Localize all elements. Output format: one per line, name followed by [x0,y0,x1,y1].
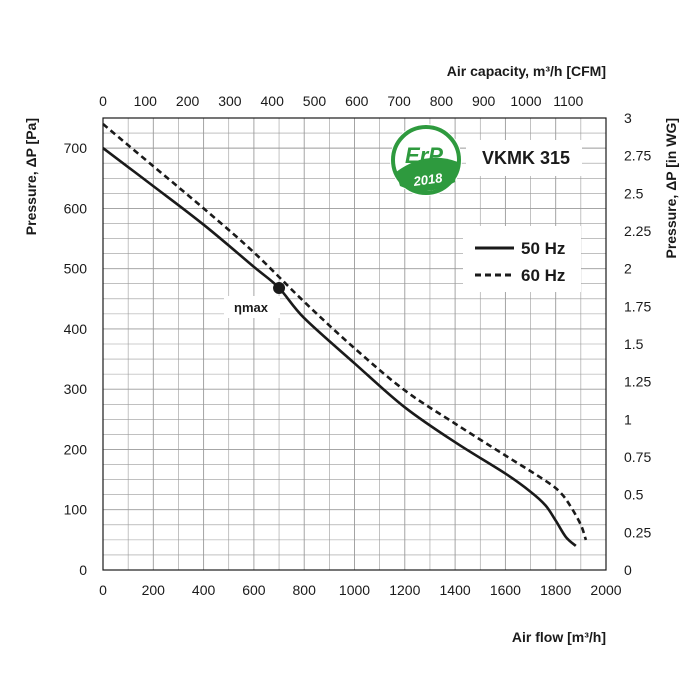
y2-tick-label: 2.25 [624,223,651,239]
y2-tick-label: 3 [624,110,632,126]
eta-max-marker [273,281,286,294]
series-line-50hz [102,147,577,547]
x-axis-title: Air flow [m³/h] [512,629,606,645]
y-axis-title: Pressure, ΔP [Pa] [23,118,39,235]
y2-tick-label: 0 [624,562,632,578]
x-tick-label: 1000 [339,582,370,598]
top-tick-label: 700 [387,93,411,109]
y2-tick-label: 0.25 [624,524,651,540]
erp-badge-year: 2018 [412,170,444,189]
top-tick-label: 200 [176,93,200,109]
top-tick-label: 900 [472,93,496,109]
y-tick-label: 300 [64,381,88,397]
top-tick-label: 0 [99,93,107,109]
y-tick-label: 500 [64,261,88,277]
eta-max-label-box [224,296,280,318]
top-tick-label: 100 [134,93,158,109]
y2-axis-ticks: 0 0.25 0.5 0.75 1 1.25 1.5 1.75 2 2.25 2.5 2.75 3 [624,110,651,578]
plot-frame [102,117,607,571]
y2-tick-label: 1.75 [624,298,651,314]
top-tick-label: 1000 [510,93,541,109]
y2-tick-label: 0.5 [624,487,644,503]
top-axis-ticks: 0 100 200 300 400 500 600 700 800 900 1000 1100 [99,93,583,109]
y2-tick-label: 2.5 [624,185,644,201]
y-tick-label: 200 [64,441,88,457]
grid [102,117,607,571]
top-tick-label: 400 [261,93,285,109]
x-tick-label: 1800 [540,582,571,598]
x-tick-label: 1400 [440,582,471,598]
top-tick-label: 600 [345,93,369,109]
series-line-60hz [102,123,588,541]
y-tick-label: 600 [64,200,88,216]
y2-axis-title: Pressure, ΔP [in WG] [663,118,679,259]
y-tick-label: 400 [64,321,88,337]
series-layer [102,123,588,547]
x-tick-label: 0 [99,582,107,598]
x-tick-label: 1200 [389,582,420,598]
erp-badge-icon: ErP 2018 [390,124,462,196]
legend: 50 Hz 60 Hz [463,226,581,292]
y2-tick-label: 1.5 [624,336,644,352]
y2-tick-label: 2 [624,261,632,277]
top-tick-label: 1100 [553,93,583,109]
y2-tick-label: 2.75 [624,148,651,164]
legend-label-60hz: 60 Hz [521,266,565,285]
top-axis-title: Air capacity, m³/h [CFM] [447,63,606,79]
model-label: VKMK 315 [482,148,570,168]
y2-tick-label: 0.75 [624,449,651,465]
x-tick-label: 2000 [590,582,621,598]
x-axis-ticks: 0 200 400 600 800 1000 1200 1400 1600 1800 2000 [99,582,622,598]
y-tick-label: 0 [79,562,87,578]
legend-label-50hz: 50 Hz [521,239,565,258]
top-tick-label: 800 [430,93,454,109]
erp-badge-text: ErP [405,143,443,168]
y2-tick-label: 1 [624,411,632,427]
model-label-box [466,140,582,176]
top-tick-label: 300 [218,93,242,109]
x-tick-label: 200 [142,582,166,598]
x-tick-label: 600 [242,582,266,598]
y2-tick-label: 1.25 [624,374,651,390]
y-axis-ticks: 0 100 200 300 400 500 600 700 [64,140,88,578]
y-tick-label: 100 [64,502,88,518]
x-tick-label: 400 [192,582,216,598]
x-tick-label: 1600 [490,582,521,598]
y-tick-label: 700 [64,140,88,156]
x-tick-label: 800 [293,582,317,598]
top-tick-label: 500 [303,93,327,109]
eta-max-label: ηmax [234,300,269,315]
